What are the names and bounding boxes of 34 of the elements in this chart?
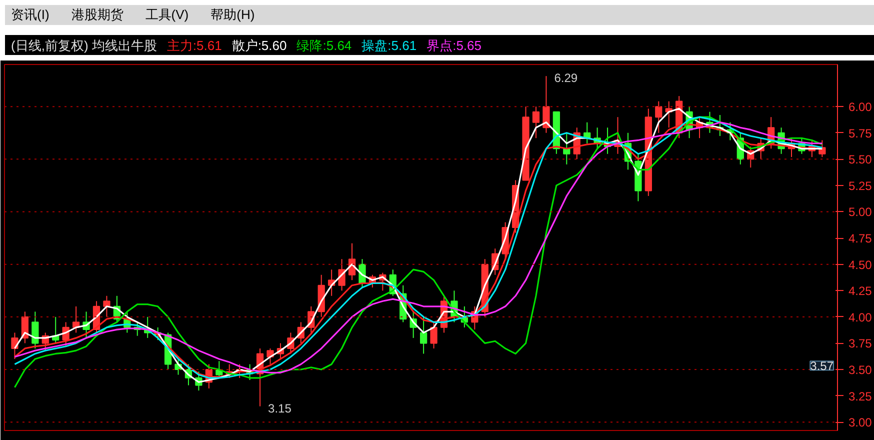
text: 操盘:5.61 (362, 38, 417, 53)
chart-title: (日线,前复权) 均线出牛股 (11, 38, 157, 53)
y-tick-label: 5.00 (848, 205, 872, 220)
y-tick-label: 3.00 (848, 416, 872, 430)
candlestick (103, 295, 110, 318)
y-tick-label: 5.75 (848, 126, 872, 140)
annotation: 3.57 (810, 359, 834, 374)
annotation: 6.29 (554, 71, 578, 86)
text: 散户:5.60 (232, 38, 287, 53)
candlestick (420, 316, 428, 354)
text: 绿降:5.64 (296, 38, 352, 53)
text: 主力:5.61 (166, 38, 222, 53)
candlestick (430, 322, 438, 349)
text: 帮助(H) (210, 7, 255, 22)
text: 工具(V) (145, 7, 189, 22)
y-tick-label: 3.75 (848, 336, 872, 351)
y-tick-label: 6.00 (848, 100, 872, 114)
annotation: 3.15 (268, 401, 292, 416)
y-tick-label: 5.25 (848, 178, 872, 193)
y-tick-label: 3.25 (848, 389, 872, 404)
y-tick-label: 4.25 (848, 284, 872, 298)
candlestick (532, 106, 540, 139)
candlestick (32, 311, 39, 349)
y-tick-label: 4.75 (848, 232, 872, 246)
y-tick-label: 5.50 (848, 152, 872, 167)
text: 资讯(I) (11, 7, 50, 22)
candlestick (11, 332, 18, 360)
text: 界点:5.65 (426, 38, 482, 53)
text: 港股期货 (71, 7, 124, 22)
candlestick (655, 100, 662, 134)
y-tick-label: 4.00 (848, 310, 872, 324)
y-tick-label: 3.50 (848, 363, 872, 377)
candlestick (542, 76, 550, 134)
y-tick-label: 4.50 (848, 258, 872, 272)
